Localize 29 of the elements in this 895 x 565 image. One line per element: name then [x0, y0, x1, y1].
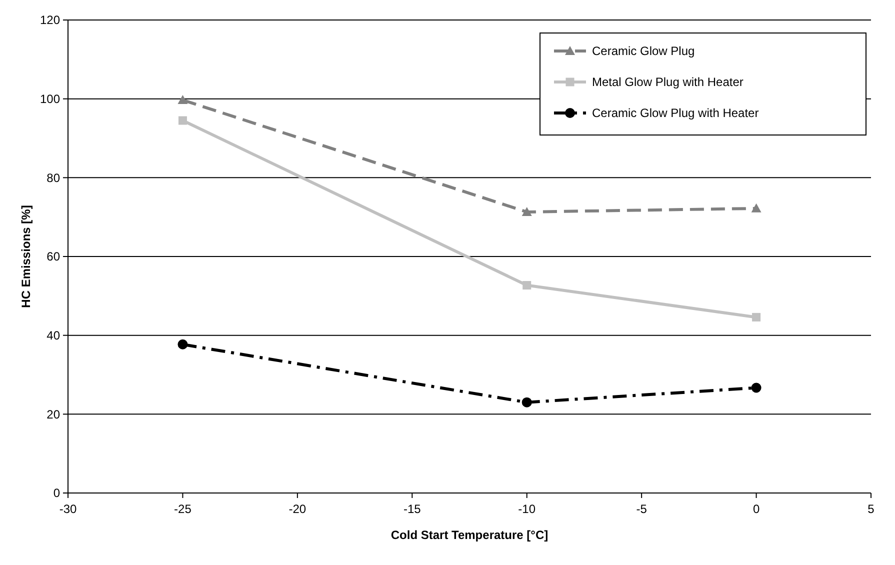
point [751, 382, 762, 393]
x-tick-label: 0 [752, 502, 760, 516]
point [522, 281, 532, 290]
y-tick-label: 40 [46, 328, 60, 343]
x-tick-label: -10 [518, 502, 536, 516]
point [178, 95, 188, 104]
x-axis-title: Cold Start Temperature [°C] [390, 528, 548, 542]
legend-label: Ceramic Glow Plug [592, 44, 695, 58]
y-tick-label: 60 [46, 250, 60, 264]
y-tick-label: 0 [53, 486, 60, 500]
x-tick-label: -15 [403, 502, 422, 516]
x-tick-label: -30 [59, 502, 77, 516]
x-tick-label: -5 [636, 502, 648, 516]
x-tick-label: -25 [174, 502, 192, 516]
y-tick-label: 100 [40, 92, 60, 106]
legend-label: Metal Glow Plug with Heater [592, 75, 744, 90]
y-tick-label: 20 [46, 407, 60, 422]
y-axis-title: HC Emissions [%] [19, 205, 33, 308]
x-tick-label: -20 [288, 502, 306, 516]
x-tick-label: 5 [868, 502, 875, 516]
point [522, 206, 532, 216]
point [522, 397, 532, 408]
point [178, 339, 188, 350]
point [178, 116, 187, 125]
y-tick-label: 80 [46, 170, 60, 185]
legend-label: Ceramic Glow Plug with Heater [592, 106, 759, 120]
y-tick-label: 120 [40, 13, 60, 28]
point [751, 203, 762, 212]
point [752, 312, 761, 322]
